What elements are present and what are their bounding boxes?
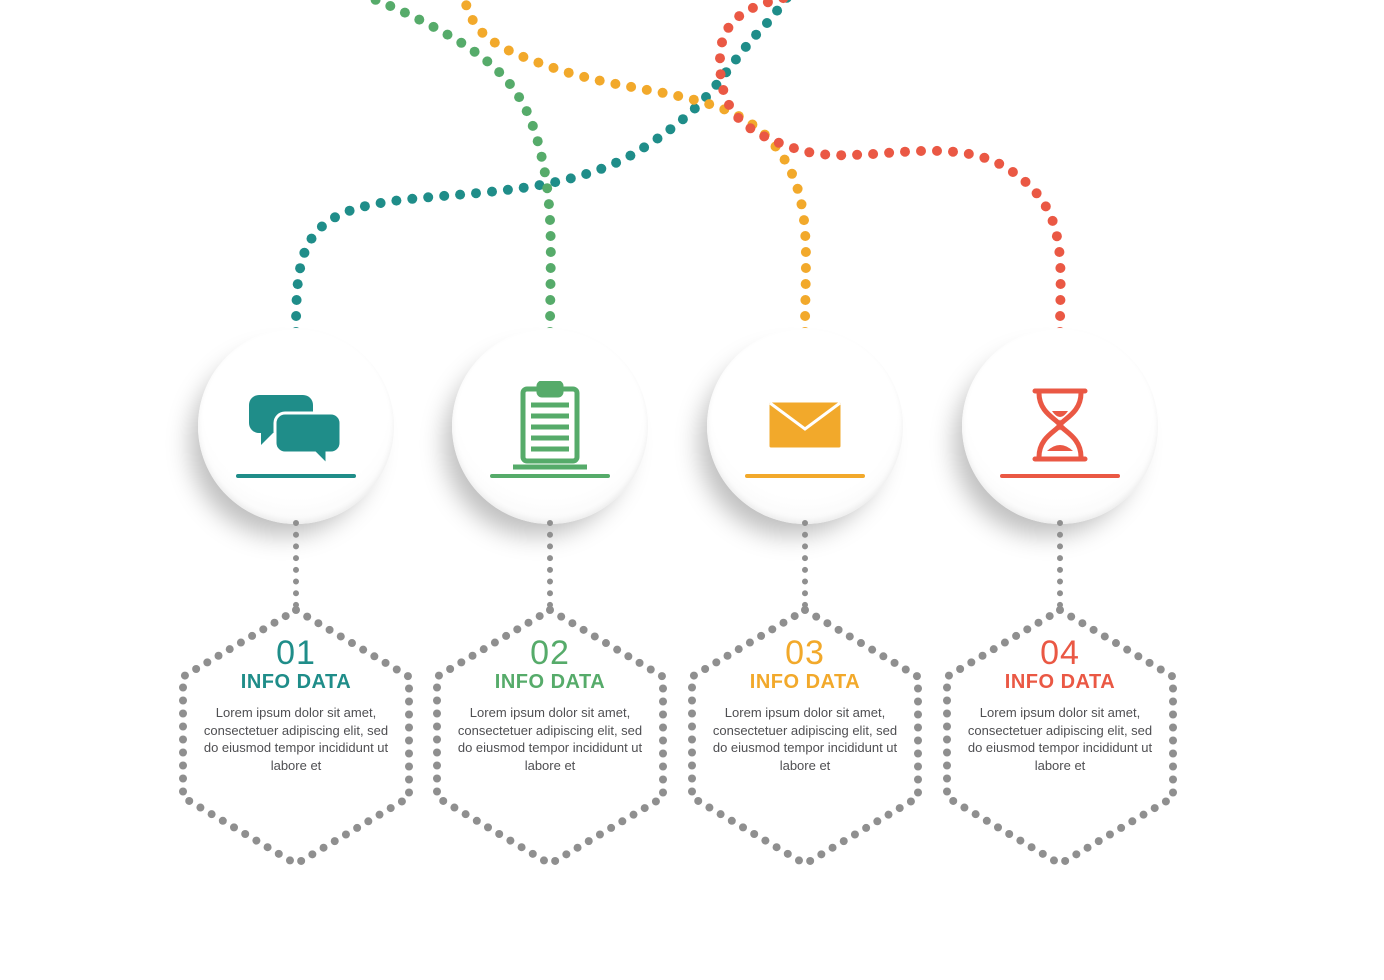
step-number: 03	[712, 634, 898, 673]
step-circle-03	[707, 328, 903, 524]
step-circle-01	[198, 328, 394, 524]
icon-underline	[1000, 474, 1120, 478]
step-title: INFO DATA	[967, 671, 1153, 694]
step-title: INFO DATA	[203, 671, 389, 694]
step-body: Lorem ipsum dolor sit amet, consectetuer…	[967, 704, 1153, 774]
hourglass-icon	[1005, 381, 1115, 471]
step-body: Lorem ipsum dolor sit amet, consectetuer…	[203, 704, 389, 774]
info-hex-02: 02INFO DATA Lorem ipsum dolor sit amet, c…	[431, 606, 669, 868]
connector-line	[802, 520, 808, 608]
step-title: INFO DATA	[712, 671, 898, 694]
info-hex-04: 04INFO DATA Lorem ipsum dolor sit amet, c…	[941, 606, 1179, 868]
chat-icon	[241, 381, 351, 471]
connector-line	[547, 520, 553, 608]
step-body: Lorem ipsum dolor sit amet, consectetuer…	[712, 704, 898, 774]
icon-underline	[236, 474, 356, 478]
step-body: Lorem ipsum dolor sit amet, consectetuer…	[457, 704, 643, 774]
step-circle-04	[962, 328, 1158, 524]
icon-underline	[745, 474, 865, 478]
connector-line	[293, 520, 299, 608]
connector-line	[1057, 520, 1063, 608]
envelope-icon	[750, 381, 860, 471]
infographic-stage: 01INFO DATALorem ipsum dolor sit amet, c…	[0, 0, 1384, 980]
icon-underline	[490, 474, 610, 478]
step-number: 01	[203, 634, 389, 673]
clipboard-icon	[495, 381, 605, 471]
step-number: 02	[457, 634, 643, 673]
info-hex-03: 03INFO DATA Lorem ipsum dolor sit amet, c…	[686, 606, 924, 868]
info-hex-01: 01INFO DATA Lorem ipsum dolor sit amet, c…	[177, 606, 415, 868]
step-circle-02	[452, 328, 648, 524]
step-number: 04	[967, 634, 1153, 673]
step-title: INFO DATA	[457, 671, 643, 694]
